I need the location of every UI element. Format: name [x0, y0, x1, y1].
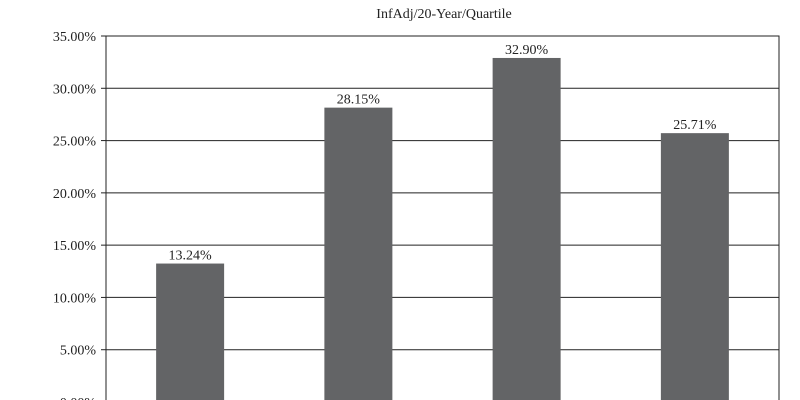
y-tick-label: 20.00% [53, 187, 97, 202]
chart-title: InfAdj/20-Year/Quartile [376, 7, 511, 22]
bar [660, 133, 729, 400]
bar [324, 107, 393, 400]
y-tick-label: 5.00% [60, 344, 97, 359]
data-labels: 13.24% 28.15% 32.90% 25.71% [169, 43, 717, 264]
bar-value-label: 13.24% [169, 249, 213, 264]
y-tick-label: 30.00% [53, 82, 97, 97]
bar-value-label: 32.90% [505, 43, 549, 58]
bar-value-label: 28.15% [337, 93, 381, 108]
bar [156, 263, 225, 400]
y-tick-label: 15.00% [53, 239, 97, 254]
y-axis-ticks: 0.00% 5.00% 10.00% 15.00% 20.00% 25.00% 30.00%… [53, 30, 106, 400]
bars [156, 57, 729, 400]
bar-value-label: 25.71% [673, 118, 717, 133]
y-tick-label: 35.00% [53, 30, 97, 45]
y-tick-label: 10.00% [53, 291, 97, 306]
y-tick-label: 0.00% [60, 396, 97, 400]
bar [492, 57, 561, 400]
plot-frame [105, 35, 780, 400]
y-tick-label: 25.00% [53, 135, 97, 150]
